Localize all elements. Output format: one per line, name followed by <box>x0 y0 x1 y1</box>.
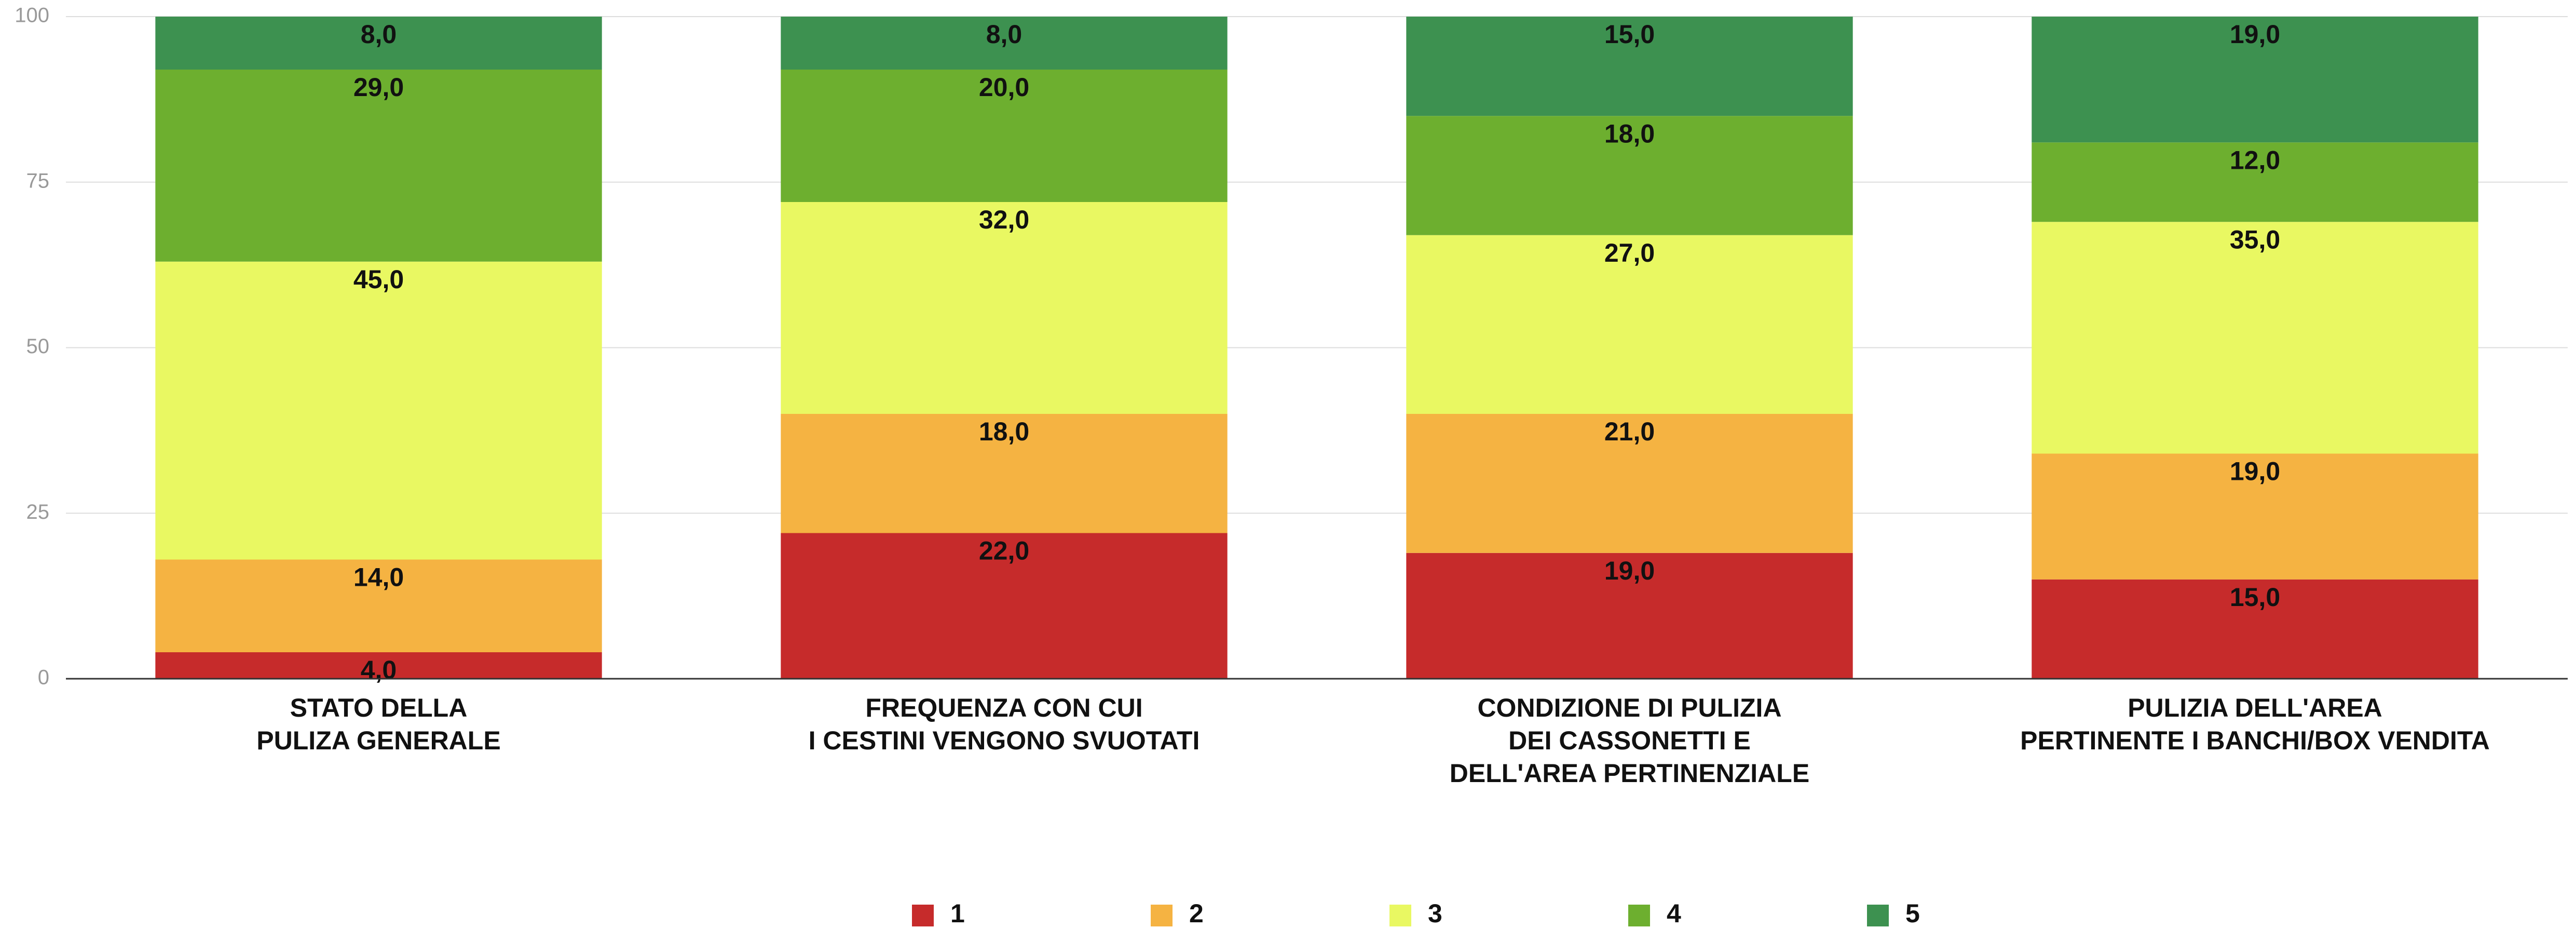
x-tick-line: DEI CASSONETTI E <box>1508 726 1751 755</box>
bar-segment <box>2032 17 2478 143</box>
value-label: 21,0 <box>1604 417 1655 446</box>
bar-segment <box>1406 17 1853 116</box>
bar-segment <box>155 652 602 679</box>
bar-segment <box>1406 414 1853 553</box>
value-label: 27,0 <box>1604 238 1655 267</box>
legend-swatch <box>1867 905 1889 926</box>
bar-segment <box>155 261 602 560</box>
bar-segment <box>155 559 602 652</box>
legend-swatch <box>1389 905 1411 926</box>
legend-label: 1 <box>950 899 965 928</box>
x-tick-line: I CESTINI VENGONO SVUOTATI <box>809 726 1200 755</box>
x-tick-label: PULIZIA DELL'AREA PERTINENTE I BANCHI/BOX… <box>2020 693 2490 755</box>
legend-swatch <box>1151 905 1173 926</box>
value-label: 8,0 <box>361 20 397 49</box>
legend-swatch <box>1628 905 1650 926</box>
value-label: 8,0 <box>986 20 1023 49</box>
y-tick-label: 100 <box>15 4 49 27</box>
x-tick-label: CONDIZIONE DI PULIZIA DEI CASSONETTI E DEL… <box>1450 693 1809 788</box>
x-tick-label: FREQUENZA CON CUI I CESTINI VENGONO SVUOT… <box>809 693 1200 755</box>
value-label: 45,0 <box>353 265 404 294</box>
x-tick-line: DELL'AREA PERTINENZIALE <box>1450 759 1809 788</box>
value-label: 18,0 <box>1604 119 1655 148</box>
bar-segment <box>2032 453 2478 580</box>
value-label: 32,0 <box>979 205 1029 234</box>
bar-segment <box>1406 235 1853 414</box>
value-label: 15,0 <box>1604 20 1655 49</box>
x-tick-line: CONDIZIONE DI PULIZIA <box>1477 693 1781 722</box>
x-tick-line: PULIZIA DELL'AREA <box>2128 693 2382 722</box>
value-label: 19,0 <box>2230 20 2280 49</box>
value-label: 18,0 <box>979 417 1029 446</box>
y-tick-label: 75 <box>26 169 50 192</box>
bar-segment <box>781 533 1228 679</box>
legend-swatch <box>912 905 934 926</box>
y-tick-label: 50 <box>26 335 50 358</box>
bar-segment <box>1406 553 1853 679</box>
value-label: 22,0 <box>979 536 1029 566</box>
value-label: 15,0 <box>2230 583 2280 612</box>
bar-segment <box>155 70 602 262</box>
bar-segment <box>155 17 602 70</box>
legend-label: 4 <box>1667 899 1681 928</box>
x-tick-line: FREQUENZA CON CUI <box>865 693 1142 722</box>
value-label: 4,0 <box>361 655 397 684</box>
bar-segment <box>2032 142 2478 222</box>
x-tick-line: PULIZA GENERALE <box>256 726 500 755</box>
bar-segment <box>781 70 1228 202</box>
bar-segment <box>781 17 1228 70</box>
value-label: 12,0 <box>2230 145 2280 174</box>
value-label: 35,0 <box>2230 225 2280 254</box>
y-tick-label: 0 <box>38 666 49 689</box>
bar-segment <box>2032 579 2478 679</box>
legend-label: 2 <box>1189 899 1204 928</box>
value-label: 19,0 <box>2230 457 2280 486</box>
bar-segment <box>781 414 1228 533</box>
legend-label: 5 <box>1905 899 1920 928</box>
x-tick-line: PERTINENTE I BANCHI/BOX VENDITA <box>2020 726 2490 755</box>
bar-segment <box>2032 222 2478 454</box>
bar-segment <box>781 202 1228 414</box>
x-tick-line: STATO DELLA <box>290 693 468 722</box>
y-tick-label: 25 <box>26 501 50 523</box>
legend-label: 3 <box>1428 899 1442 928</box>
x-tick-label: STATO DELLA PULIZA GENERALE <box>256 693 500 755</box>
value-label: 14,0 <box>353 563 404 592</box>
value-label: 20,0 <box>979 73 1029 102</box>
bar-segment <box>1406 116 1853 235</box>
value-label: 29,0 <box>353 73 404 102</box>
value-label: 19,0 <box>1604 556 1655 585</box>
